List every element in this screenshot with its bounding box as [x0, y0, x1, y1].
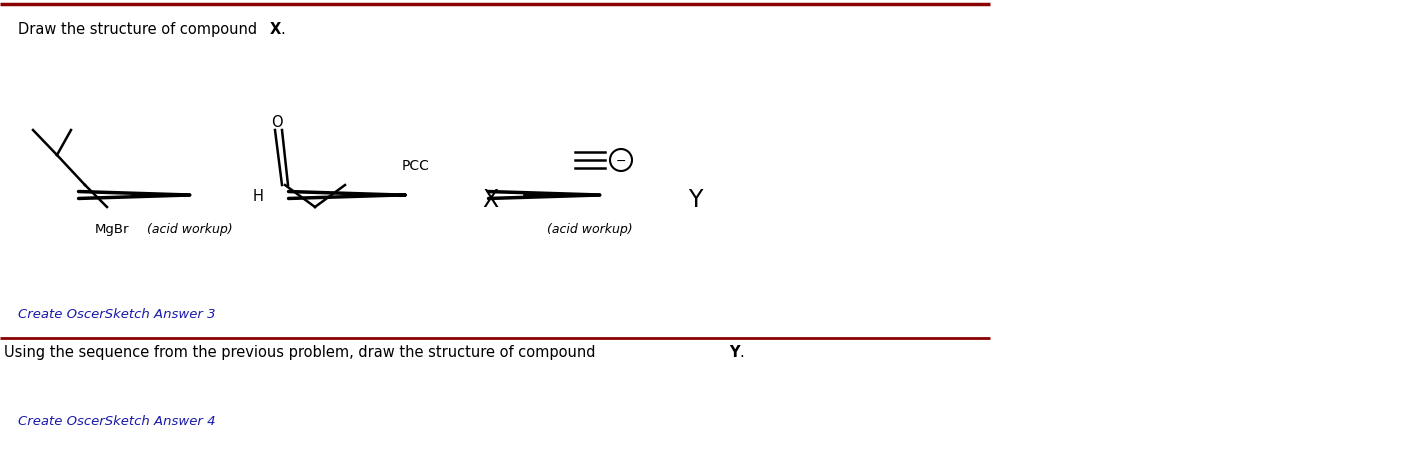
- Text: Create OscerSketch Answer 3: Create OscerSketch Answer 3: [19, 308, 215, 321]
- Text: −: −: [615, 155, 627, 168]
- Text: .: .: [281, 22, 285, 37]
- Text: O: O: [271, 115, 283, 130]
- Text: PCC: PCC: [402, 159, 430, 173]
- Text: X: X: [481, 188, 498, 212]
- Text: (acid workup): (acid workup): [547, 223, 632, 236]
- Text: Create OscerSketch Answer 4: Create OscerSketch Answer 4: [19, 415, 215, 428]
- Text: (acid workup): (acid workup): [147, 223, 232, 236]
- Text: H: H: [252, 189, 263, 204]
- Text: MgBr: MgBr: [95, 223, 130, 236]
- Text: Using the sequence from the previous problem, draw the structure of compound: Using the sequence from the previous pro…: [4, 345, 600, 360]
- Text: .: .: [739, 345, 743, 360]
- Text: Y: Y: [729, 345, 739, 360]
- Text: Y: Y: [688, 188, 702, 212]
- Text: X: X: [271, 22, 282, 37]
- Text: Draw the structure of compound: Draw the structure of compound: [19, 22, 262, 37]
